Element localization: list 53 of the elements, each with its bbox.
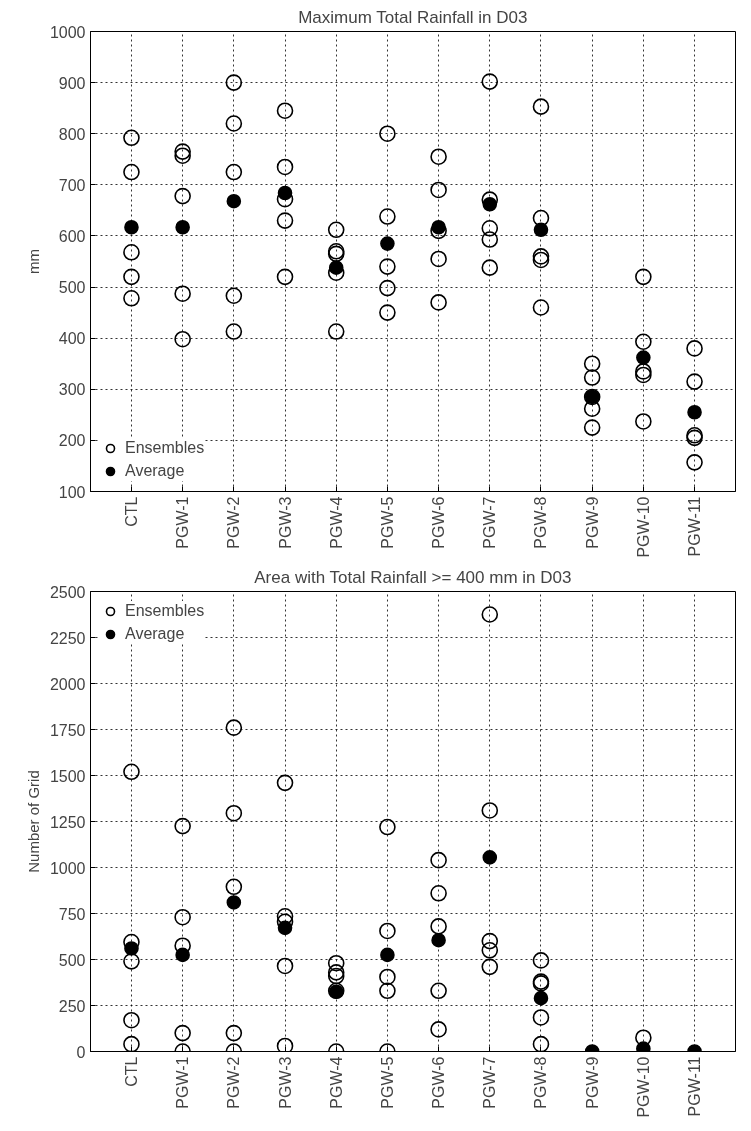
y-tick-label: 700 [58, 176, 86, 194]
x-tick-label: PGW-8 [532, 1056, 550, 1109]
x-tick-label: PGW-10 [634, 1056, 652, 1118]
x-tick-label: PGW-2 [225, 1056, 243, 1109]
legend-label: Average [125, 625, 185, 643]
y-tick-label: 300 [58, 381, 86, 399]
x-tick-label: PGW-4 [327, 1056, 345, 1109]
y-tick-label: 1500 [49, 767, 86, 785]
y-tick-label: 900 [58, 74, 86, 92]
x-tick-label: PGW-1 [174, 496, 192, 549]
x-tick-label: PGW-6 [430, 1056, 448, 1109]
legend-label: Average [125, 462, 185, 480]
y-tick-label: 200 [58, 432, 86, 450]
x-tick-label: PGW-3 [276, 1056, 294, 1109]
x-tick-label: PGW-5 [378, 496, 396, 549]
x-tick-label: CTL [122, 496, 140, 527]
y-tick-label: 1000 [49, 859, 86, 877]
x-tick-label: PGW-2 [225, 496, 243, 549]
x-tick-label: PGW-5 [378, 1056, 396, 1109]
legend-label: Ensembles [125, 602, 205, 620]
y-tick-label: 500 [58, 951, 86, 969]
x-tick-label: PGW-6 [430, 496, 448, 549]
x-tick-label: PGW-10 [634, 496, 652, 558]
x-tick-label: PGW-3 [276, 496, 294, 549]
y-tick-label: 2500 [49, 583, 86, 601]
x-tick-label: PGW-8 [532, 496, 550, 549]
x-tick-label: PGW-9 [583, 496, 601, 549]
x-tick-label: PGW-7 [481, 496, 499, 549]
y-tick-label: 100 [58, 483, 86, 501]
y-tick-label: 0 [76, 1043, 86, 1061]
x-tick-label: PGW-7 [481, 1056, 499, 1109]
y-axis-title: Number of Grid [24, 770, 42, 873]
chart-title: Maximum Total Rainfall in D03 [298, 7, 528, 27]
x-tick-label: PGW-4 [327, 496, 345, 549]
y-tick-label: 800 [58, 125, 86, 143]
y-tick-label: 2250 [49, 629, 86, 647]
y-tick-label: 1750 [49, 721, 86, 739]
x-tick-label: PGW-9 [583, 1056, 601, 1109]
y-tick-label: 400 [58, 330, 86, 348]
y-tick-label: 2000 [49, 675, 86, 693]
y-tick-label: 750 [58, 905, 86, 923]
y-axis-title: mm [24, 249, 42, 274]
y-tick-label: 250 [58, 997, 86, 1015]
x-tick-label: PGW-1 [174, 1056, 192, 1109]
legend-label: Ensembles [125, 439, 205, 457]
x-tick-label: PGW-11 [686, 1056, 704, 1117]
x-tick-label: CTL [122, 1056, 140, 1087]
y-tick-label: 500 [58, 279, 86, 297]
y-tick-label: 1250 [49, 813, 86, 831]
x-tick-label: PGW-11 [686, 496, 704, 557]
y-tick-label: 600 [58, 227, 86, 245]
y-tick-label: 1000 [49, 23, 86, 41]
chart-title: Area with Total Rainfall >= 400 mm in D03 [254, 567, 572, 587]
